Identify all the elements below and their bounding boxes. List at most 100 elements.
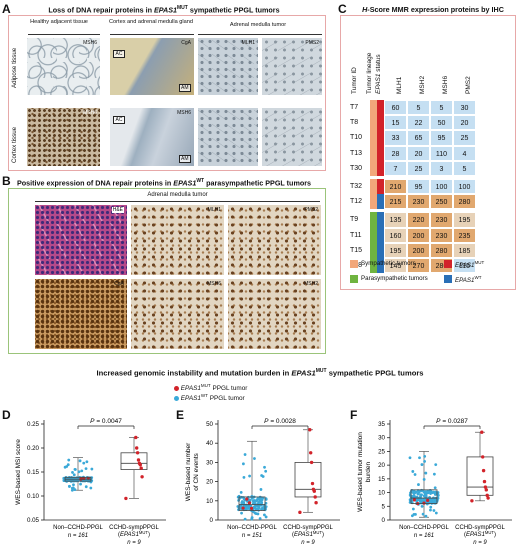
wt-point (259, 488, 263, 491)
wt-point (257, 501, 260, 504)
heatmap-value-cell: 95 (430, 130, 453, 146)
panel-a-title: Loss of DNA repair proteins in EPAS1MUT … (48, 5, 280, 15)
heatmap-value-cell: 220 (407, 212, 430, 228)
heatmap-value-cell: 200 (407, 242, 430, 258)
ihc-msh2-positive-image: MSH2 (228, 279, 321, 349)
heatmap-value-cell: 33 (384, 130, 407, 146)
mut-point (309, 451, 313, 455)
y-tick-label: 0.20 (27, 445, 40, 452)
legend-wt-entry: EPAS1WT PPGL tumor (174, 393, 245, 402)
x-group-sublabel: (EPAS1MUT) (118, 530, 150, 538)
heatmap-status-cell (377, 179, 384, 195)
ihc-cortex-msh6-image: MSH6 (27, 108, 100, 166)
panel-b-label: B (2, 174, 11, 188)
heatmap-status-cell (377, 160, 384, 176)
heatmap-col-header: MSH6 (442, 75, 449, 94)
heatmap-lineage-cell (370, 242, 377, 258)
chart-f-tumor-mutation-burden: 0 5 10 15 20 25 30 35 WES-based tumor mutation bu… (357, 418, 512, 546)
heatmap-status-cell (377, 115, 384, 131)
wt-point (248, 474, 251, 478)
heatmap-lineage-cell (370, 145, 377, 161)
box-iqr (294, 462, 322, 498)
wt-point (252, 500, 256, 504)
wt-point (63, 465, 67, 469)
y-tick-label: 0 (382, 517, 386, 524)
x-group-label: CCHD-sympPPGL (109, 525, 159, 531)
wt-point (418, 456, 421, 460)
mut-point (470, 499, 474, 503)
heatmap-status-cell (377, 145, 384, 161)
panel-a-col-header-1: Healthy adjacent tissue (30, 19, 88, 25)
mut-point (482, 479, 487, 484)
x-group-label: CCHD-sympPPGL (283, 525, 333, 531)
wt-point (257, 506, 261, 510)
bottom-title: Increased genomic instability and mutati… (96, 368, 424, 378)
heatmap-value-cell: 145 (384, 258, 407, 274)
y-tick-label: 0 (210, 517, 214, 524)
mut-point (140, 475, 144, 479)
mut-point (310, 481, 315, 486)
y-tick-label: 25 (378, 448, 385, 455)
heatmap-status-cell (377, 242, 384, 258)
wt-point (77, 470, 81, 474)
heatmap-value-cell: 60 (384, 100, 407, 116)
heatmap-value-cell: 100 (430, 179, 453, 195)
wt-point (434, 463, 438, 467)
legend-wt-swatch (444, 275, 452, 283)
legend-sympathetic-swatch (350, 260, 358, 268)
wt-point (423, 498, 427, 502)
mut-point (298, 510, 302, 515)
heatmap-value-cell: 135 (384, 212, 407, 228)
wt-point (419, 501, 422, 505)
wt-point (413, 473, 417, 476)
mut-point (135, 446, 139, 450)
panel-a-label: A (2, 2, 11, 16)
mut-point (309, 460, 314, 465)
mut-point (137, 461, 142, 466)
heatmap-col-header: MSH2 (419, 75, 426, 94)
heatmap-value-cell: 230 (430, 212, 453, 228)
mut-point (241, 506, 245, 510)
wt-point (85, 460, 89, 464)
wt-point (79, 482, 82, 486)
legend-mut-entry: EPAS1MUT PPGL tumor (174, 383, 247, 392)
heatmap-value-cell: 280 (430, 242, 453, 258)
wt-point (412, 489, 416, 493)
heatmap-tumor-id: T7 (350, 104, 359, 111)
heatmap-value-cell: 3 (430, 160, 453, 176)
y-tick-label: 10 (378, 490, 385, 497)
wt-point (73, 467, 77, 471)
wt-point (260, 498, 264, 502)
heatmap-status-cell (377, 194, 384, 210)
wt-point (242, 496, 245, 499)
y-tick-label: 20 (206, 479, 213, 486)
heatmap-tumor-id: T8 (350, 119, 359, 127)
heatmap-value-cell: 5 (430, 100, 453, 116)
x-group-sublabel: (EPAS1MUT) (464, 530, 496, 538)
heatmap-value-cell: 20 (407, 145, 430, 161)
wt-point (253, 511, 257, 515)
wt-point (429, 492, 432, 495)
heatmap-tumor-id: T9 (350, 216, 359, 224)
heatmap-tumor-id: T30 (350, 164, 363, 172)
heatmap-value-cell: 95 (407, 179, 430, 195)
wt-point (429, 508, 432, 512)
mut-point (308, 428, 312, 432)
mut-point (245, 497, 249, 501)
heatmap-col-header: PMS2 (465, 76, 472, 94)
heatmap-value-cell: 195 (384, 242, 407, 258)
he-stain-image: H&E (35, 205, 127, 275)
mut-point (124, 496, 128, 501)
heatmap-value-cell: 5 (453, 160, 476, 176)
heatmap-tumor-id: T12 (350, 198, 363, 206)
x-group-label: CCHD-sympPPGL (455, 525, 505, 531)
heatmap-value-cell: 195 (453, 212, 476, 228)
panel-f-label: F (350, 408, 358, 422)
wt-point (68, 485, 71, 488)
mut-point (483, 485, 488, 489)
ihc-mlh1-positive-image: MLH1 (131, 205, 224, 275)
wt-point (244, 505, 248, 509)
heatmap-value-cell: 25 (407, 160, 430, 176)
panel-c-label: C (338, 2, 347, 16)
wt-point (408, 456, 412, 460)
